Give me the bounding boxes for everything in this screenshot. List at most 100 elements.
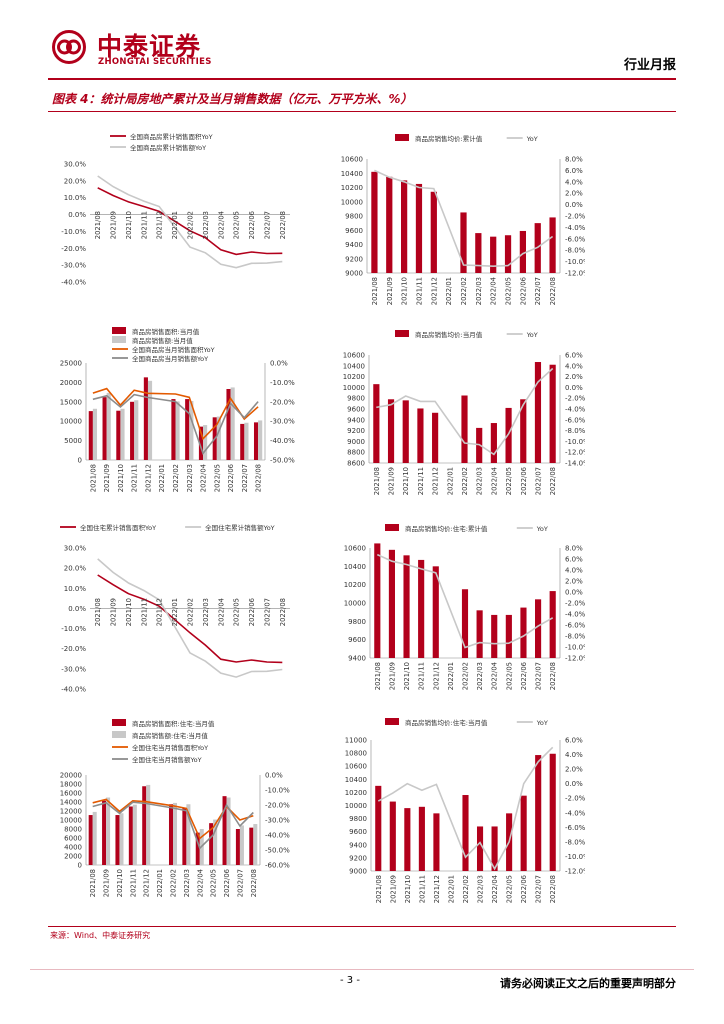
y-tick-label: 10400: [344, 563, 366, 571]
series-line: [92, 393, 259, 456]
y2-tick-label: -4.0%: [565, 611, 585, 619]
x-tick-label: 2021/10: [117, 464, 125, 492]
x-tick-label: 2021/10: [402, 467, 410, 495]
x-tick-label: 2021/09: [110, 211, 118, 239]
x-tick-label: 2022/04: [217, 598, 225, 626]
x-tick-label: 2021/11: [140, 598, 148, 626]
x-tick-label: 2021/12: [156, 598, 164, 626]
y-tick-label: 10.0%: [64, 194, 87, 202]
x-tick-label: 2021/11: [415, 277, 423, 305]
bar: [186, 804, 191, 865]
y2-tick-label: 0.0%: [265, 772, 283, 780]
legend-swatch: [112, 327, 126, 334]
x-tick-label: 2021/12: [430, 277, 438, 305]
x-tick-label: 2021/11: [131, 464, 139, 492]
y2-tick-label: -40.0%: [270, 437, 295, 445]
x-tick-label: 2022/07: [241, 464, 249, 492]
series-line: [92, 387, 259, 441]
x-tick-label: 2022/04: [490, 277, 498, 305]
series-line: [377, 746, 554, 871]
bar: [120, 408, 125, 460]
y-tick-label: 9600: [347, 406, 365, 414]
y-tick-label: 10200: [343, 373, 365, 381]
y-tick-label: 12000: [60, 808, 82, 816]
y-tick-label: 10400: [345, 776, 367, 784]
bar: [418, 806, 425, 871]
bar: [491, 614, 498, 658]
bar: [373, 384, 380, 463]
y-tick-label: 25000: [60, 360, 82, 368]
x-tick-label: 2022/07: [534, 467, 542, 495]
legend-entry: 全国商品房累计销售额YoY: [130, 143, 206, 152]
y-tick-label: 5000: [64, 437, 82, 445]
bar: [432, 412, 439, 463]
bar: [132, 804, 137, 865]
x-tick-label: 2021/11: [129, 869, 137, 897]
bar: [147, 380, 153, 460]
y-tick-label: 9600: [345, 227, 363, 235]
y-tick-label: 9000: [345, 270, 363, 278]
bar: [403, 555, 410, 658]
x-tick-label: 2022/08: [549, 662, 557, 690]
y-tick-label: 8000: [64, 826, 82, 834]
x-tick-label: 2021/10: [125, 598, 133, 626]
page-number: - 3 -: [340, 975, 360, 986]
x-tick-label: 2022/06: [248, 211, 256, 239]
x-tick-label: 2022/05: [233, 211, 241, 239]
bar: [461, 589, 469, 658]
footer-divider: [30, 969, 694, 970]
y-tick-label: -40.0%: [61, 686, 86, 693]
y-tick-label: 10800: [345, 750, 367, 758]
x-tick-label: 2022/03: [476, 662, 484, 690]
y2-tick-label: -30.0%: [265, 817, 290, 825]
y2-tick-label: 4.0%: [565, 751, 583, 759]
bar: [375, 785, 382, 871]
y2-tick-label: 6.0%: [565, 352, 583, 360]
source-note: 来源：Wind、中泰证券研究: [50, 931, 151, 940]
bar: [230, 387, 235, 460]
x-tick-label: 2021/09: [110, 598, 118, 626]
bar: [130, 401, 135, 460]
y-tick-label: -20.0%: [61, 245, 86, 253]
x-tick-label: 2021/12: [144, 464, 152, 492]
x-tick-label: 2022/04: [196, 869, 204, 897]
x-tick-label: 2022/01: [171, 211, 179, 239]
legend-entry: YoY: [526, 331, 538, 339]
bar: [433, 813, 440, 871]
bar: [226, 797, 231, 865]
bar: [461, 395, 468, 463]
bar: [171, 399, 176, 460]
bar: [173, 802, 178, 865]
series-line: [97, 187, 283, 256]
x-tick-label: 2022/01: [446, 467, 454, 495]
y2-tick-label: -2.0%: [565, 795, 585, 803]
bar: [386, 176, 393, 273]
y2-tick-label: -10.0%: [565, 644, 585, 652]
y-tick-label: 6000: [64, 835, 82, 843]
y2-tick-label: -12.0%: [565, 449, 585, 457]
x-tick-label: 2022/05: [210, 869, 218, 897]
y-tick-label: 0.0%: [68, 605, 86, 613]
bar: [119, 813, 124, 865]
chart-cumulative-sales-yoy: 全国商品房累计销售面积YoY 全国商品房累计销售额YoY 30.0% 20.0% 10.…: [61, 132, 290, 287]
bar: [239, 825, 244, 865]
x-tick-label: 2022/05: [505, 277, 513, 305]
bar: [520, 607, 527, 658]
y-tick-label: 10000: [60, 817, 82, 825]
y-tick-label: 9000: [349, 868, 367, 876]
y-tick-label: 10.0%: [64, 585, 87, 593]
x-tick-label: 2021/08: [371, 277, 379, 305]
x-tick-label: 2022/07: [535, 662, 543, 690]
bar: [549, 217, 556, 273]
bar: [253, 422, 259, 460]
bar: [253, 824, 258, 865]
report-type: 行业月报: [623, 58, 676, 73]
x-tick-label: 2022/01: [447, 875, 455, 903]
series-line: [374, 169, 554, 268]
bar: [168, 804, 173, 865]
series-line: [97, 574, 283, 664]
y2-tick-label: -12.0%: [565, 270, 585, 278]
legend-entry: 全国住宅当月销售额YoY: [132, 755, 202, 764]
y2-tick-label: 4.0%: [565, 362, 583, 370]
x-tick-label: 2022/05: [505, 662, 513, 690]
